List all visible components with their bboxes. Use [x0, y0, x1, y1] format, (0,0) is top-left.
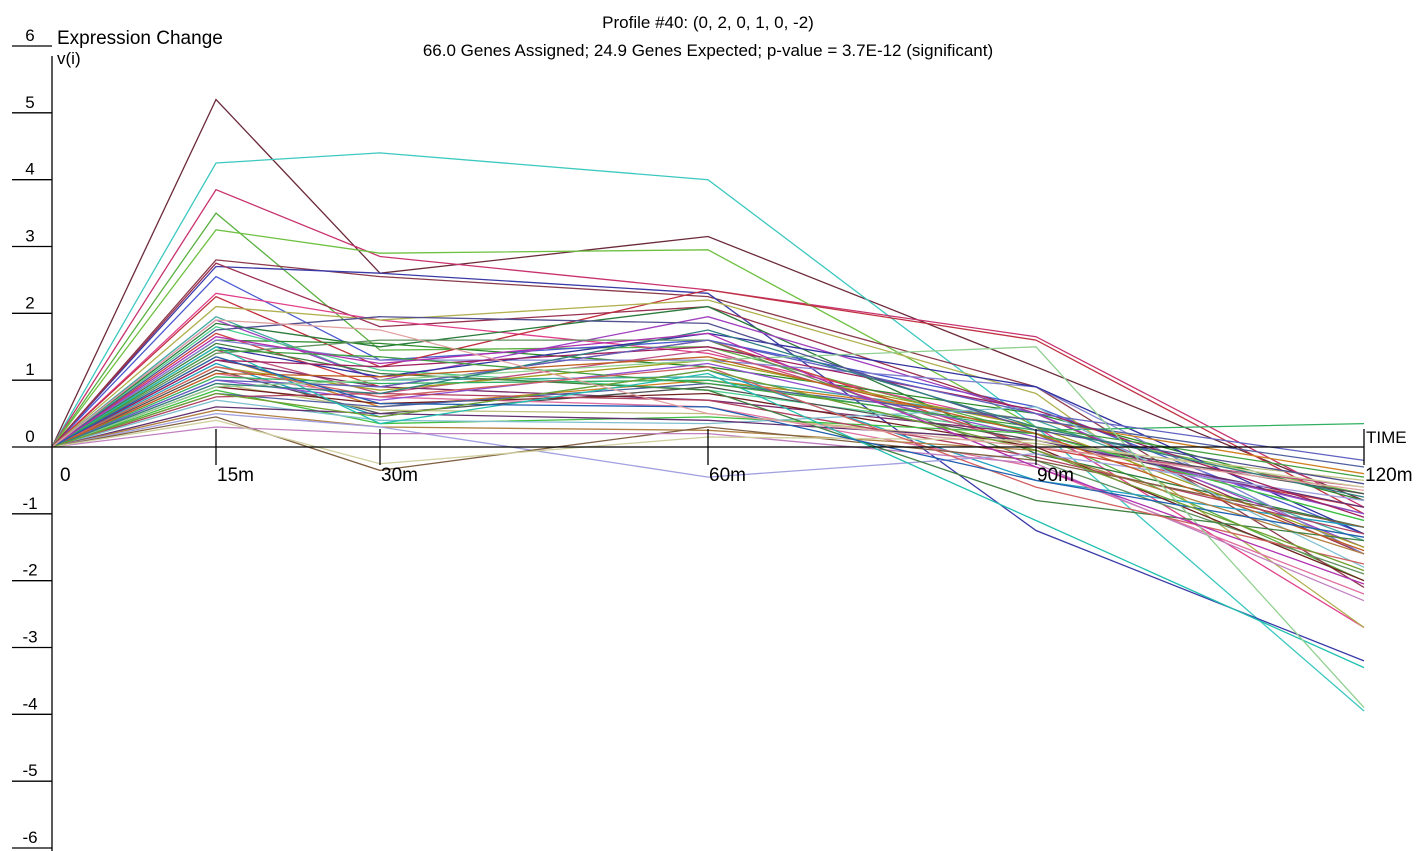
gene-series-line [51, 98, 1365, 502]
gene-series-line [51, 356, 1365, 552]
gene-series-line [51, 369, 1365, 572]
y-tick-label: 0 [25, 427, 34, 446]
series-lines [51, 98, 1365, 712]
y-tick-label: 3 [25, 227, 34, 246]
x-axis-label: TIME [1366, 428, 1407, 447]
x-ticks: 0 15m 30m 60m 90m 120m [60, 429, 1413, 486]
gene-series-line [51, 399, 1365, 568]
y-tick-label: 2 [25, 293, 34, 312]
y-tick-label: -6 [22, 828, 37, 847]
gene-series-line [51, 419, 1365, 488]
y-tick-label: -4 [22, 694, 37, 713]
gene-series-line [51, 346, 1365, 518]
gene-series-line [51, 366, 1365, 565]
gene-series-line [51, 299, 1365, 628]
gene-series-line [51, 416, 1365, 528]
gene-series-line [51, 289, 1365, 515]
gene-series-line [51, 329, 1365, 498]
gene-series-line [51, 259, 1365, 588]
y-tick-label: -1 [22, 494, 37, 513]
x-tick-label: 60m [709, 465, 746, 486]
y-axis-label: Expression Change [57, 28, 223, 49]
gene-series-line [51, 319, 1365, 492]
gene-series-line [51, 305, 1365, 528]
chart-subtitle: 66.0 Genes Assigned; 24.9 Genes Expected… [423, 41, 993, 60]
y-tick-label: 1 [25, 360, 34, 379]
gene-series-line [51, 339, 1365, 462]
gene-series-line [51, 412, 1365, 502]
y-ticks: 6 5 4 3 2 1 0 -1 -2 -3 -4 -5 -6 [12, 26, 52, 849]
x-tick-label: 90m [1037, 465, 1074, 486]
gene-series-line [51, 188, 1365, 508]
y-tick-label: 4 [25, 160, 34, 179]
y-tick-label: 6 [25, 26, 34, 45]
gene-series-line [51, 406, 1365, 508]
y-tick-label: -3 [22, 628, 37, 647]
gene-series-line [51, 339, 1365, 575]
x-tick-label: 120m [1365, 465, 1413, 486]
y-tick-label: -2 [22, 561, 37, 580]
gene-series-line [51, 339, 1365, 555]
gene-series-line [51, 292, 1365, 628]
x-tick-label: 0 [60, 465, 71, 486]
gene-series-line [51, 262, 1365, 555]
x-tick-label: 30m [381, 465, 418, 486]
y-axis-sublabel: v(i) [57, 49, 81, 68]
x-tick-label: 15m [217, 465, 254, 486]
y-tick-label: 5 [25, 93, 34, 112]
gene-series-line [51, 356, 1365, 538]
gene-series-line [51, 152, 1365, 712]
gene-series-line [51, 346, 1365, 709]
chart-title: Profile #40: (0, 2, 0, 1, 0, -2) [602, 13, 814, 32]
gene-series-line [51, 265, 1365, 662]
gene-series-line [51, 409, 1365, 555]
y-tick-label: -5 [22, 761, 37, 780]
gene-series-line [51, 346, 1365, 669]
gene-series-line [51, 332, 1365, 585]
gene-series-line [51, 315, 1365, 542]
